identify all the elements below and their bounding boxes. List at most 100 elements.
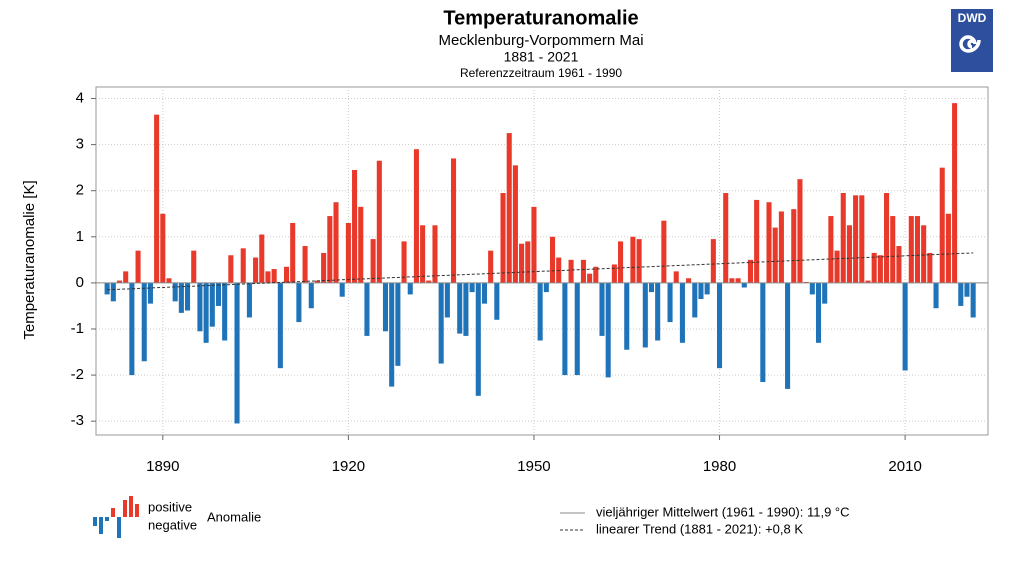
bar xyxy=(667,282,673,323)
bar xyxy=(828,216,834,283)
x-tick-label: 1890 xyxy=(146,458,179,475)
bar xyxy=(655,282,661,341)
bar xyxy=(525,241,531,283)
bar xyxy=(896,246,902,283)
bar xyxy=(716,282,723,369)
bar xyxy=(760,282,766,382)
bar xyxy=(135,250,141,283)
bar xyxy=(636,239,642,283)
legend-label: positive xyxy=(148,499,192,514)
y-tick-label: 1 xyxy=(76,228,84,245)
bar xyxy=(692,282,698,318)
bar xyxy=(420,225,426,283)
bar xyxy=(203,282,209,343)
bar xyxy=(432,225,438,283)
bar xyxy=(395,282,401,366)
bar xyxy=(921,225,927,283)
bar xyxy=(327,216,333,283)
bar xyxy=(185,282,191,311)
bar xyxy=(426,280,432,283)
bar xyxy=(364,282,370,336)
bar xyxy=(110,282,116,302)
bar xyxy=(104,282,110,295)
bar xyxy=(890,216,896,283)
bar xyxy=(488,250,494,283)
bar xyxy=(308,282,314,309)
bar xyxy=(593,266,599,283)
bar xyxy=(512,165,518,283)
bar xyxy=(222,282,228,341)
x-tick-label: 2010 xyxy=(888,458,921,475)
bar xyxy=(902,282,908,371)
bar xyxy=(389,282,395,387)
bar xyxy=(234,282,240,424)
bar xyxy=(160,213,166,283)
bar xyxy=(741,282,747,288)
bar xyxy=(290,222,296,283)
bar xyxy=(407,282,413,295)
bar xyxy=(686,278,692,283)
bar xyxy=(296,282,302,323)
y-tick-label: -3 xyxy=(71,412,84,429)
logo: DWD xyxy=(951,9,993,72)
bar xyxy=(933,282,939,309)
bar xyxy=(964,282,970,297)
bar xyxy=(215,282,222,306)
bar xyxy=(345,222,351,283)
legend-icon xyxy=(129,496,133,517)
bar xyxy=(481,282,488,304)
legend-icon xyxy=(135,504,139,517)
bar xyxy=(945,213,951,283)
bar xyxy=(599,282,605,336)
bar xyxy=(543,282,549,293)
bar xyxy=(457,282,463,334)
bar xyxy=(574,282,580,376)
bar xyxy=(704,282,710,295)
bar xyxy=(970,282,976,318)
chart-reference: Referenzzeitraum 1961 - 1990 xyxy=(460,66,622,80)
bar xyxy=(500,193,506,283)
bar xyxy=(370,239,376,283)
bar xyxy=(846,225,852,283)
bar xyxy=(914,216,921,283)
bar xyxy=(209,282,215,327)
bar xyxy=(815,282,822,343)
bar xyxy=(611,264,617,283)
bar xyxy=(253,257,259,283)
bar xyxy=(580,259,586,283)
bar xyxy=(605,282,611,378)
bar xyxy=(624,282,630,350)
legend-icon xyxy=(99,517,103,534)
trend-line xyxy=(107,252,974,291)
bar xyxy=(747,259,753,283)
bar xyxy=(661,220,667,283)
bar xyxy=(871,252,877,283)
bar xyxy=(413,149,419,283)
bar xyxy=(679,282,685,343)
bar xyxy=(147,282,153,304)
bar xyxy=(475,282,481,396)
bar xyxy=(642,282,648,348)
bar xyxy=(141,282,147,362)
bar xyxy=(859,195,865,283)
bar xyxy=(840,193,846,283)
bar xyxy=(568,259,574,283)
bar xyxy=(506,133,512,283)
legend-icon xyxy=(111,508,115,517)
bar xyxy=(630,236,636,283)
bar xyxy=(376,160,382,283)
bar xyxy=(123,271,129,283)
x-tick-label: 1920 xyxy=(332,458,365,475)
bar xyxy=(240,248,246,283)
bar xyxy=(927,252,933,283)
bar xyxy=(958,282,964,306)
bar xyxy=(401,241,407,283)
bar xyxy=(531,206,537,283)
bar xyxy=(352,169,358,283)
logo-spiral xyxy=(959,35,981,53)
x-tick-label: 1980 xyxy=(703,458,736,475)
chart-title: Temperaturanomalie xyxy=(443,7,638,29)
bar xyxy=(877,255,883,283)
bar xyxy=(358,206,364,283)
bar xyxy=(333,202,339,283)
